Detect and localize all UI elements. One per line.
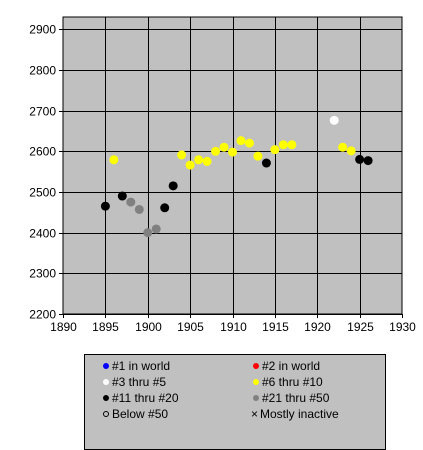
data-point [126,197,136,207]
x-tick-label: 1920 [304,320,331,334]
legend-item-1-in-world: #1 in world [103,359,170,373]
data-point [287,140,297,150]
data-point [211,146,221,156]
y-tick-label: 2200 [29,308,56,322]
y-tick-label: 2300 [29,267,56,281]
plot-area [62,16,403,315]
y-tick-label: 2600 [29,145,56,159]
legend-item-21-thru-50: #21 thru #50 [253,391,329,405]
white-dot-icon [103,379,109,385]
data-point [194,155,204,165]
data-point [160,203,170,213]
y-tick-label: 2900 [29,23,56,37]
data-point [329,115,339,125]
legend-item-2-in-world: #2 in world [253,359,320,373]
legend-label: #21 thru #50 [262,391,330,405]
data-point [253,151,263,161]
data-point [117,191,127,201]
y-tick-label: 2400 [29,227,56,241]
x-tick-label: 1925 [347,320,374,334]
x-tick-label: 1905 [177,320,204,334]
y-tick-label: 2700 [29,105,56,119]
y-tick-label: 2800 [29,64,56,78]
data-point [109,155,119,165]
y-tick-label: 2500 [29,186,56,200]
data-point [219,142,229,152]
data-point [270,145,280,155]
data-point [346,146,356,156]
legend-item-mostly-inactive: × Mostly inactive [251,407,339,421]
legend-item-6-thru-10: #6 thru #10 [253,375,323,389]
x-mark-icon: × [251,407,259,421]
scatter-chart: 1890 1895 1900 1905 1910 1915 1920 1925 1930 220… [29,16,416,334]
ring-icon [103,411,109,417]
data-point [278,140,288,150]
red-dot-icon [253,363,259,369]
data-point [177,150,187,160]
data-point [261,158,271,168]
blue-dot-icon [103,363,109,369]
legend: #1 in world #2 in world #3 thru #5 #6 th… [84,354,386,450]
data-point [363,156,373,166]
x-tick-label: 1900 [135,320,162,334]
legend-item-3-thru-5: #3 thru #5 [103,375,166,389]
data-point [244,138,254,148]
gridlines [63,17,402,315]
x-tick-label: 1890 [50,320,77,334]
data-point [168,181,178,191]
gray-dot-icon [253,395,259,401]
y-axis-ticks: 2200 2300 2400 2500 2600 2700 2800 2900 [29,23,63,322]
data-point [338,142,348,152]
legend-label: #3 thru #5 [112,375,167,389]
data-point [355,154,365,164]
x-tick-label: 1910 [220,320,247,334]
legend-item-11-thru-20: #11 thru #20 [103,391,179,405]
data-point [100,201,110,211]
x-tick-label: 1915 [262,320,289,334]
data-points [100,115,373,238]
legend-label: Below #50 [112,407,169,421]
data-point [185,160,195,170]
data-point [236,136,246,146]
legend-label: Mostly inactive [260,407,339,421]
data-point [202,156,212,166]
x-axis-ticks: 1890 1895 1900 1905 1910 1915 1920 1925 1930 [50,314,416,334]
legend-label: #1 in world [112,359,171,373]
legend-label: #2 in world [262,359,321,373]
x-tick-label: 1930 [389,320,416,334]
black-dot-icon [103,395,109,401]
data-point [228,147,237,157]
data-point [151,224,161,234]
data-point [143,228,153,238]
x-tick-label: 1895 [92,320,119,334]
legend-item-below-50: Below #50 [103,407,168,421]
legend-label: #6 thru #10 [262,375,323,389]
yellow-dot-icon [253,379,259,385]
data-point [134,204,144,214]
legend-label: #11 thru #20 [112,391,179,405]
